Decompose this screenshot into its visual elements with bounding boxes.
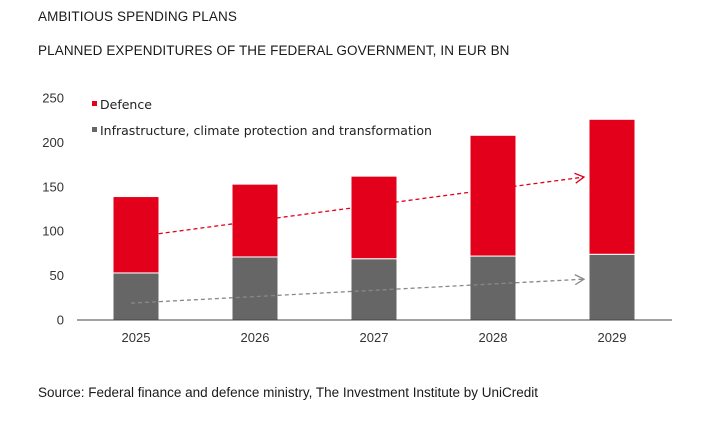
infrastructure-trend-arrow — [130, 274, 586, 304]
legend-label: Infrastructure, climate protection and t… — [100, 123, 432, 138]
chart-subtitle: PLANNED EXPENDITURES OF THE FEDERAL GOVE… — [38, 43, 510, 58]
y-tick-label: 50 — [50, 268, 64, 283]
x-tick-label: 2025 — [122, 330, 151, 345]
bar-segment-infrastructure — [231, 256, 279, 321]
x-tick-label: 2028 — [479, 330, 508, 345]
y-tick-label: 250 — [42, 91, 64, 106]
bar-segment-defence — [231, 183, 279, 258]
bar-segment-infrastructure — [588, 253, 636, 321]
y-tick-label: 150 — [42, 179, 64, 194]
legend-swatch — [92, 101, 97, 106]
x-tick-label: 2027 — [360, 330, 389, 345]
source-note: Source: Federal finance and defence mini… — [38, 385, 539, 400]
trend-arrows — [130, 172, 586, 304]
bar-segment-defence — [469, 134, 517, 257]
y-tick-label: 0 — [57, 313, 64, 328]
x-tick-label: 2026 — [241, 330, 270, 345]
bar-segment-defence — [112, 196, 160, 274]
defence-trend-arrow — [130, 172, 586, 239]
legend-swatch — [92, 127, 97, 132]
bars-group — [112, 118, 636, 321]
y-axis-ticks: 0 50 100 150 200 250 — [42, 91, 64, 328]
y-tick-label: 200 — [42, 135, 64, 150]
bar-segment-infrastructure — [112, 272, 160, 321]
legend: Defence Infrastructure, climate protectio… — [92, 97, 432, 138]
bar-segment-defence — [588, 118, 636, 255]
x-axis-ticks: 2025 2026 2027 2028 2029 — [122, 330, 627, 345]
legend-label: Defence — [100, 97, 152, 112]
bar-segment-defence — [350, 175, 398, 260]
x-tick-label: 2029 — [598, 330, 627, 345]
bar-segment-infrastructure — [469, 255, 517, 321]
chart-title: AMBITIOUS SPENDING PLANS — [38, 9, 237, 24]
stacked-bar-chart: 0 50 100 150 200 250 2025 2026 2027 2028 2029 Def… — [42, 91, 672, 345]
y-tick-label: 100 — [42, 224, 64, 239]
